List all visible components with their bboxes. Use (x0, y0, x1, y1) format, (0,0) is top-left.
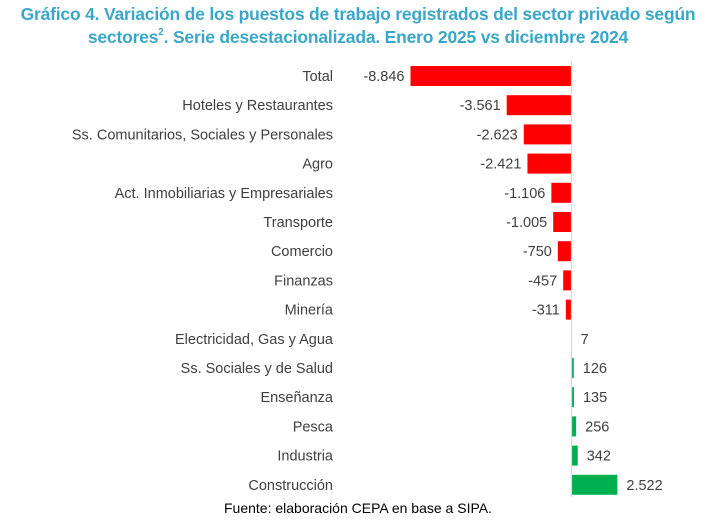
data-label: -3.561 (460, 98, 501, 114)
bar (571, 445, 578, 466)
data-label: 135 (583, 390, 607, 406)
category-label: Ss. Sociales y de Salud (181, 361, 333, 377)
data-label: -457 (528, 273, 557, 289)
data-label: -1.005 (506, 215, 547, 231)
chart-title-line-2: sectores2. Serie desestacionalizada. Ene… (0, 26, 716, 49)
category-label: Construcción (248, 478, 333, 494)
data-label: -750 (523, 244, 552, 260)
chart-title: Gráfico 4. Variación de los puestos de t… (0, 3, 716, 49)
data-label: 2.522 (626, 478, 662, 494)
category-label: Finanzas (274, 273, 333, 289)
bar (527, 153, 572, 174)
value-labels: -8.846 -3.561 -2.623 -2.421 -1.106 -1.005 -750… (363, 69, 662, 494)
category-label: Electricidad, Gas y Agua (175, 332, 334, 348)
bar (571, 358, 574, 378)
category-label: Industria (277, 449, 334, 465)
category-label: Ss. Comunitarios, Sociales y Personales (72, 127, 333, 143)
category-label: Enseñanza (260, 390, 333, 406)
category-label: Pesca (293, 419, 334, 435)
bar (571, 416, 577, 437)
bar (553, 212, 572, 232)
category-label: Hoteles y Restaurantes (182, 98, 333, 114)
bar (563, 270, 572, 291)
bar (571, 474, 618, 495)
data-label: -1.106 (504, 186, 545, 202)
bars (410, 66, 618, 495)
data-label: 256 (585, 419, 609, 435)
bar (551, 182, 572, 203)
bar (410, 66, 572, 86)
data-label: 7 (581, 332, 589, 348)
data-label: -2.421 (480, 157, 521, 173)
footnote-marker: 2 (158, 27, 164, 39)
data-label: -311 (532, 303, 560, 319)
data-label: 126 (583, 361, 607, 377)
data-label: -8.846 (363, 69, 404, 85)
bar (565, 299, 572, 320)
category-label: Total (302, 69, 333, 85)
bar (523, 124, 572, 145)
category-label: Agro (302, 157, 333, 173)
category-label: Transporte (263, 215, 333, 231)
bar (571, 387, 574, 408)
bar (506, 95, 572, 116)
data-label: 342 (587, 449, 611, 465)
category-label: Comercio (271, 244, 333, 260)
title-text: . Serie desestacionalizada. Enero 2025 v… (163, 27, 629, 47)
chart-title-line-1: Gráfico 4. Variación de los puestos de t… (20, 4, 696, 24)
bar (557, 241, 572, 262)
category-label: Act. Inmobiliarias y Empresariales (115, 186, 333, 202)
category-label: Minería (285, 303, 334, 319)
data-label: -2.623 (477, 127, 518, 143)
category-labels: Total Hoteles y Restaurantes Ss. Comunitar… (72, 69, 334, 494)
title-text: sectores (87, 27, 159, 47)
source-note: Fuente: elaboración CEPA en base a SIPA. (224, 500, 492, 516)
